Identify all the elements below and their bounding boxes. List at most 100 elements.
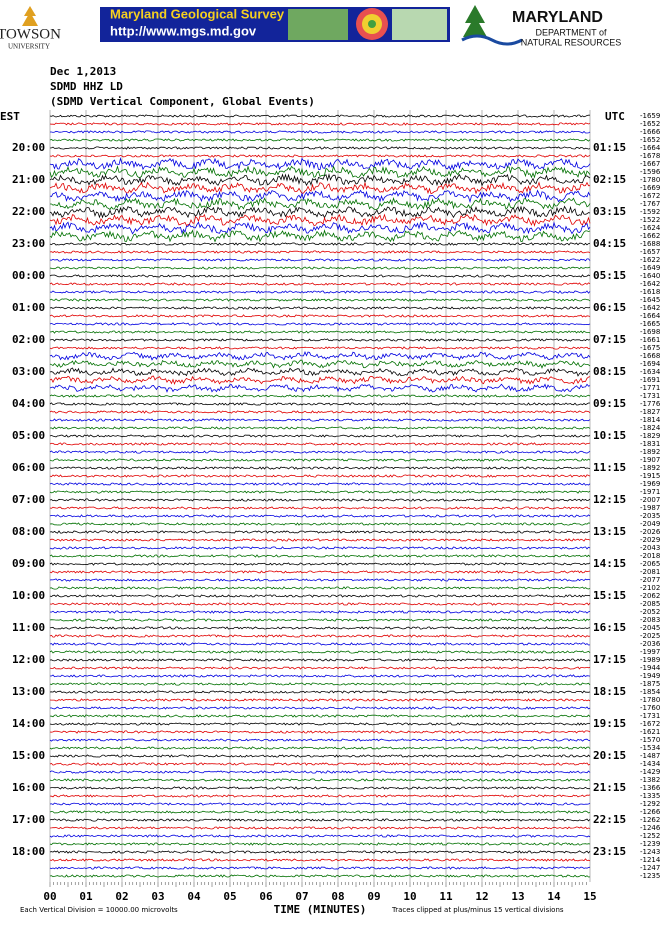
trace <box>49 810 591 814</box>
offset-label: -2035 <box>640 512 660 520</box>
dnr-tree <box>463 5 487 37</box>
towson-sub: UNIVERSITY <box>8 43 50 51</box>
offset-label: -1771 <box>640 384 660 392</box>
offset-label: -1366 <box>640 784 661 792</box>
utc-hour-label: 19:15 <box>593 717 626 730</box>
trace <box>49 258 591 262</box>
trace <box>49 221 591 235</box>
offset-label: -1621 <box>640 728 660 736</box>
offset-label: -1214 <box>640 856 661 864</box>
offset-label: -2025 <box>640 632 660 640</box>
trace <box>49 114 591 118</box>
offset-label: -2081 <box>640 568 660 576</box>
est-hour-label: 00:00 <box>12 269 45 282</box>
x-tick-label: 04 <box>187 890 201 903</box>
trace <box>49 482 591 486</box>
est-hour-label: 11:00 <box>12 621 45 634</box>
offset-label: -2085 <box>640 600 660 608</box>
trace <box>49 858 591 862</box>
trace <box>49 282 591 286</box>
offset-label: -2049 <box>640 520 660 528</box>
trace <box>49 818 591 822</box>
trace <box>49 618 591 622</box>
trace <box>49 154 591 158</box>
trace <box>49 754 591 758</box>
x-tick-label: 14 <box>547 890 561 903</box>
banner-title: Maryland Geological Survey <box>110 6 285 21</box>
est-hour-label: 17:00 <box>12 813 45 826</box>
offset-label: -1382 <box>640 776 660 784</box>
trace <box>49 802 591 806</box>
right-header: UTC <box>605 110 625 123</box>
offset-label: -1987 <box>640 504 660 512</box>
trace <box>49 274 591 278</box>
offset-label: -1824 <box>640 424 661 432</box>
x-tick-label: 13 <box>511 890 524 903</box>
est-hour-label: 15:00 <box>12 749 45 762</box>
est-hour-label: 05:00 <box>12 429 45 442</box>
offset-label: -1944 <box>640 664 661 672</box>
x-tick-label: 01 <box>79 890 93 903</box>
banner-bg <box>100 7 450 42</box>
est-hour-label: 02:00 <box>12 333 45 346</box>
offset-label: -1592 <box>640 208 660 216</box>
offset-label: -2045 <box>640 624 660 632</box>
offset-label: -1661 <box>640 336 660 344</box>
offset-label: -1989 <box>640 656 660 664</box>
offset-label: -1829 <box>640 432 660 440</box>
x-tick-label: 09 <box>367 890 380 903</box>
trace <box>49 786 590 790</box>
trace <box>49 562 591 566</box>
utc-hour-label: 17:15 <box>593 653 626 666</box>
est-hour-label: 09:00 <box>12 557 45 570</box>
offset-label: -1652 <box>640 120 660 128</box>
utc-hour-label: 21:15 <box>593 781 626 794</box>
est-hour-label: 04:00 <box>12 397 45 410</box>
offset-label: -1522 <box>640 216 660 224</box>
offset-label: -1664 <box>640 144 661 152</box>
trace <box>49 290 591 294</box>
plot-area: 00 01 02 03 04 05 06 07 08 09 10 11 12 13 14 15-1659-16… <box>12 110 661 903</box>
trace <box>49 706 591 710</box>
trace <box>49 442 591 446</box>
trace <box>50 197 591 211</box>
banner-map <box>288 9 348 40</box>
trace <box>49 458 591 462</box>
offset-label: -1645 <box>640 296 660 304</box>
offset-label: -1971 <box>640 488 660 496</box>
trace <box>49 181 590 195</box>
trace <box>49 346 591 350</box>
offset-label: -1252 <box>640 832 660 840</box>
trace <box>49 554 591 558</box>
footer-left: Each Vertical Division = 10000.00 microv… <box>20 906 178 914</box>
est-hour-label: 22:00 <box>12 205 45 218</box>
trace <box>49 874 591 878</box>
trace <box>49 794 591 798</box>
offset-label: -2062 <box>640 592 660 600</box>
banner-map2 <box>392 9 447 40</box>
offset-label: -1634 <box>640 368 661 376</box>
x-tick-label: 02 <box>115 890 128 903</box>
dnr-sub2: NATURAL RESOURCES <box>521 37 622 47</box>
trace <box>49 146 591 150</box>
offset-label: -2065 <box>640 560 660 568</box>
offset-label: -1767 <box>640 200 660 208</box>
towson-logo: TOWSON UNIVERSITY <box>0 6 61 51</box>
utc-hour-label: 10:15 <box>593 429 626 442</box>
info-station: SDMD HHZ LD <box>50 80 123 93</box>
offset-label: -1892 <box>640 448 660 456</box>
offset-label: -1760 <box>640 704 660 712</box>
trace <box>49 138 591 142</box>
offset-label: -1907 <box>640 456 660 464</box>
offset-label: -1698 <box>640 328 660 336</box>
offset-label: -1780 <box>640 696 660 704</box>
x-axis-label: TIME (MINUTES) <box>274 903 367 916</box>
trace <box>49 338 591 342</box>
utc-hour-label: 15:15 <box>593 589 626 602</box>
offset-label: -1667 <box>640 160 660 168</box>
trace <box>49 466 591 470</box>
trace <box>49 506 590 510</box>
offset-label: -1662 <box>640 232 660 240</box>
utc-hour-label: 03:15 <box>593 205 626 218</box>
